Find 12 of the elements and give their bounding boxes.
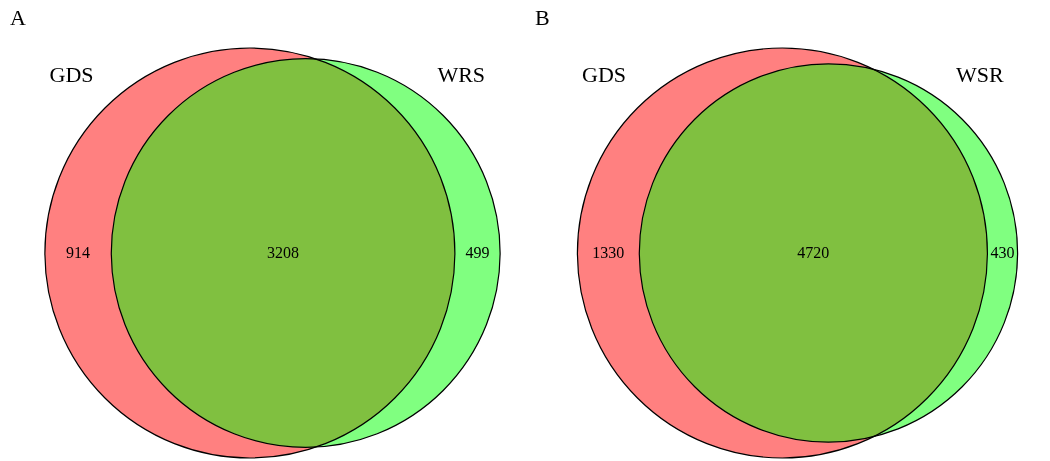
text: B bbox=[535, 5, 550, 30]
text: GDS bbox=[582, 61, 627, 87]
data-label: 1330 bbox=[592, 244, 625, 261]
data-label: 914 bbox=[66, 244, 91, 261]
data-label: 499 bbox=[465, 244, 490, 261]
text: WSR bbox=[955, 61, 1004, 87]
text: WRS bbox=[437, 61, 486, 87]
text: GDS bbox=[49, 61, 94, 87]
text: A bbox=[10, 5, 26, 30]
data-label: 4720 bbox=[797, 244, 830, 261]
data-label: 3208 bbox=[267, 244, 300, 261]
data-label: 430 bbox=[990, 244, 1015, 261]
